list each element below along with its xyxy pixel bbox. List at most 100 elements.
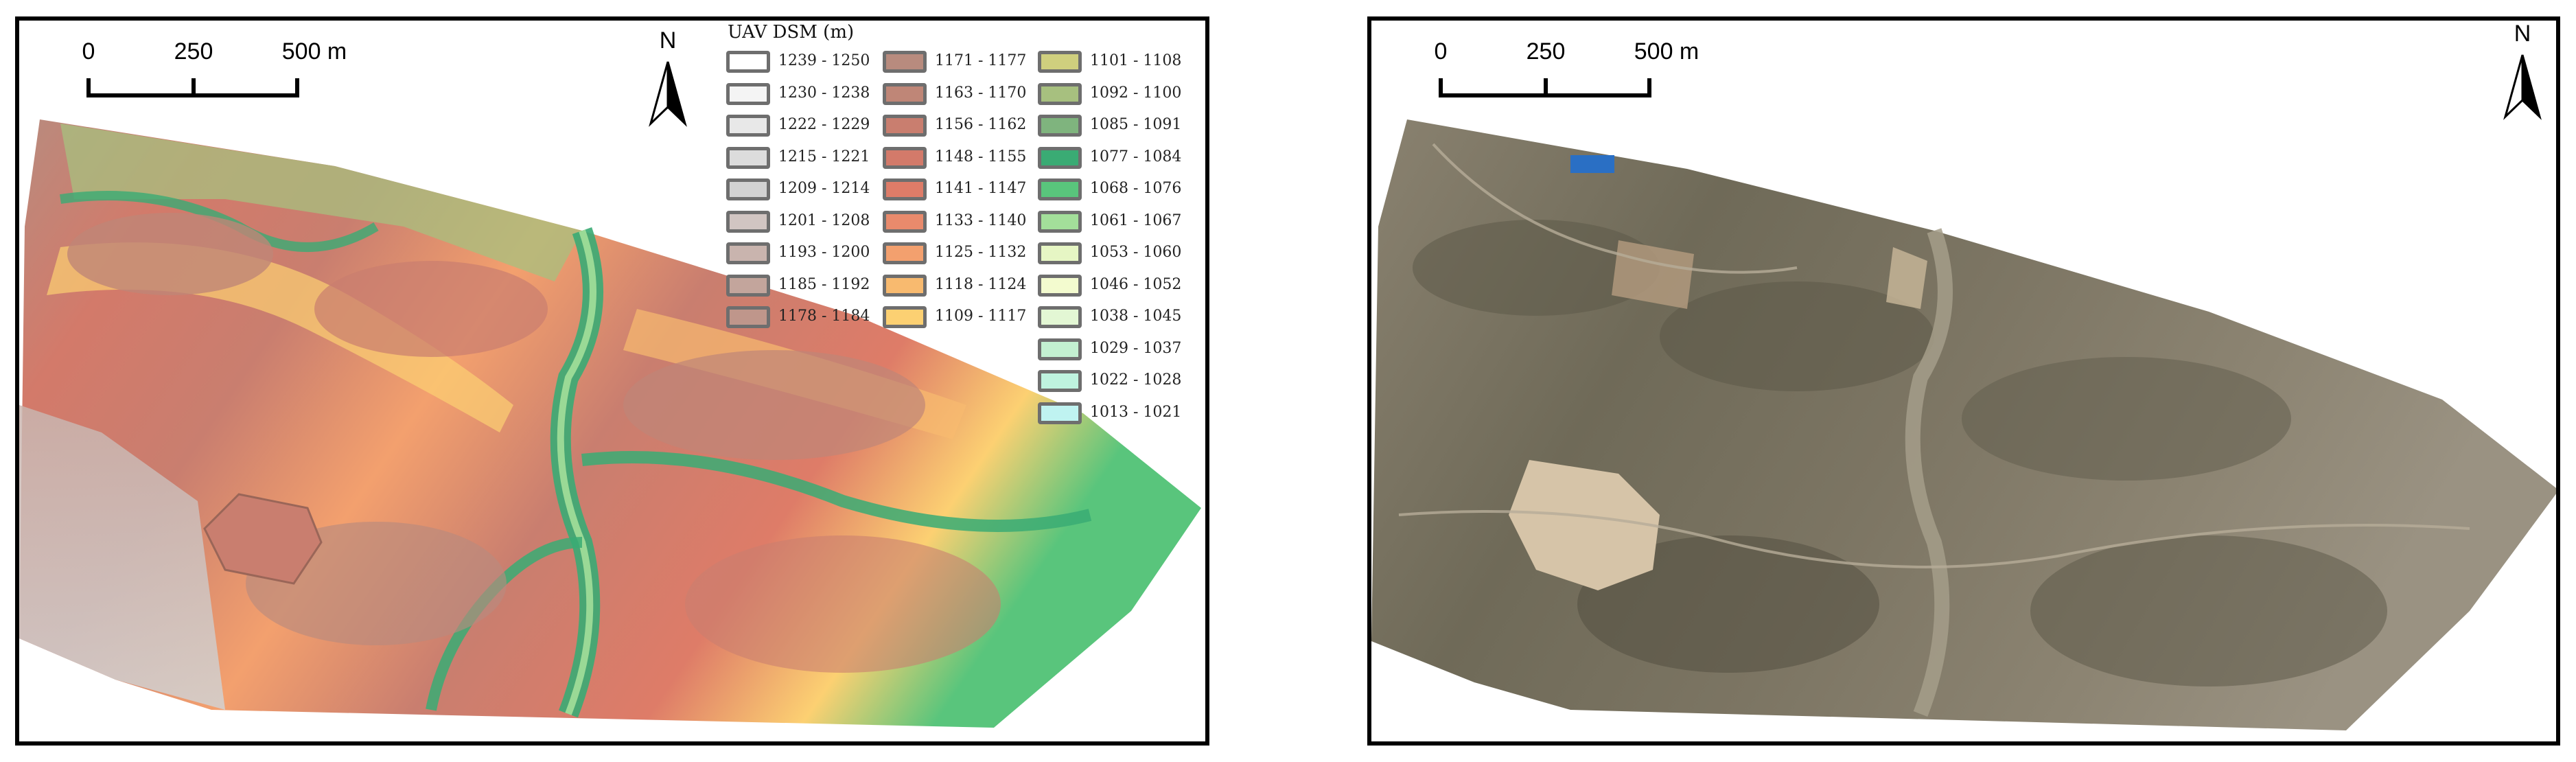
- legend-item: 1101 - 1108: [1038, 49, 1196, 76]
- legend-label: 1022 - 1028: [1090, 371, 1182, 389]
- legend-item: 1013 - 1021: [1038, 401, 1196, 427]
- legend-label: 1222 - 1229: [778, 116, 870, 133]
- legend-item: 1046 - 1052: [1038, 273, 1196, 299]
- north-arrow: N: [644, 27, 692, 130]
- north-arrow: N: [2498, 21, 2546, 124]
- legend-label: 1125 - 1132: [935, 244, 1027, 261]
- orthophoto-map: [1371, 119, 2556, 730]
- legend-item: 1068 - 1076: [1038, 177, 1196, 203]
- legend-swatch: [1038, 82, 1082, 105]
- legend-label: 1215 - 1221: [778, 148, 870, 165]
- scale-tick: [1439, 78, 1443, 97]
- flat-platform: [203, 493, 323, 585]
- scale-label-500: 500 m: [1634, 38, 1699, 65]
- legend-swatch: [726, 146, 770, 169]
- legend-label: 1163 - 1170: [935, 84, 1027, 102]
- legend-item: 1125 - 1132: [883, 241, 1041, 267]
- scale-tick: [1544, 78, 1548, 97]
- legend-swatch: [726, 178, 770, 200]
- legend-label: 1101 - 1108: [1090, 52, 1182, 69]
- legend-label: 1061 - 1067: [1090, 211, 1182, 229]
- legend-swatch: [726, 82, 770, 105]
- north-arrow-icon: [649, 61, 687, 127]
- dsm-map-panel: 0 250 500 m N UAV DSM (m) 1239 - 1250 123…: [15, 16, 1209, 746]
- legend-item: 1029 - 1037: [1038, 337, 1196, 363]
- legend-item: 1215 - 1221: [726, 146, 884, 172]
- legend-label: 1068 - 1076: [1090, 180, 1182, 197]
- legend-label: 1201 - 1208: [778, 211, 870, 229]
- legend-item: 1163 - 1170: [883, 82, 1041, 108]
- legend-item: 1061 - 1067: [1038, 209, 1196, 235]
- legend-label: 1171 - 1177: [935, 52, 1027, 69]
- blue-roof-building: [1570, 155, 1614, 173]
- legend-label: 1092 - 1100: [1090, 84, 1182, 102]
- legend-item: 1109 - 1117: [883, 305, 1041, 331]
- legend-swatch: [883, 115, 927, 137]
- legend-item: 1222 - 1229: [726, 113, 884, 139]
- legend-swatch: [1038, 146, 1082, 169]
- legend-swatch: [883, 210, 927, 233]
- legend-swatch: [1038, 242, 1082, 264]
- legend-item: 1053 - 1060: [1038, 241, 1196, 267]
- legend-item: 1022 - 1028: [1038, 369, 1196, 395]
- legend-swatch: [1038, 210, 1082, 233]
- legend-item: 1148 - 1155: [883, 146, 1041, 172]
- legend-item: 1077 - 1084: [1038, 146, 1196, 172]
- legend-item: 1171 - 1177: [883, 49, 1041, 76]
- legend-item: 1239 - 1250: [726, 49, 884, 76]
- legend-swatch: [883, 82, 927, 105]
- scale-label-0: 0: [82, 38, 95, 65]
- legend-swatch: [883, 274, 927, 297]
- quarry-area: [1509, 460, 1660, 590]
- scale-tick: [192, 78, 196, 97]
- legend-swatch: [1038, 178, 1082, 200]
- legend-label: 1185 - 1192: [778, 275, 870, 293]
- scale-tick: [295, 78, 299, 97]
- legend-swatch: [883, 146, 927, 169]
- legend-item: 1118 - 1124: [883, 273, 1041, 299]
- legend-swatch: [883, 51, 927, 73]
- legend-item: 1178 - 1184: [726, 305, 884, 331]
- legend-item: 1185 - 1192: [726, 273, 884, 299]
- legend-item: 1038 - 1045: [1038, 305, 1196, 331]
- orthophoto-map-panel: 0 250 500 m N: [1367, 16, 2560, 746]
- north-label: N: [659, 27, 677, 54]
- legend-label: 1109 - 1117: [935, 308, 1027, 325]
- legend-swatch: [726, 115, 770, 137]
- legend-label: 1239 - 1250: [778, 52, 870, 69]
- legend-label: 1193 - 1200: [778, 244, 870, 261]
- legend-item: 1209 - 1214: [726, 177, 884, 203]
- legend-swatch: [883, 178, 927, 200]
- scale-label-250: 250: [174, 38, 213, 65]
- legend-label: 1156 - 1162: [935, 116, 1027, 133]
- legend-swatch: [726, 210, 770, 233]
- scale-label-0: 0: [1434, 38, 1448, 65]
- legend-label: 1053 - 1060: [1090, 244, 1182, 261]
- legend-item: 1133 - 1140: [883, 209, 1041, 235]
- legend-item: 1092 - 1100: [1038, 82, 1196, 108]
- legend-item: 1201 - 1208: [726, 209, 884, 235]
- legend-swatch: [1038, 370, 1082, 392]
- legend-swatch: [726, 306, 770, 328]
- legend-swatch: [726, 51, 770, 73]
- legend-label: 1077 - 1084: [1090, 148, 1182, 165]
- legend-label: 1230 - 1238: [778, 84, 870, 102]
- north-arrow-icon: [2503, 54, 2542, 120]
- legend-swatch: [1038, 306, 1082, 328]
- legend-label: 1013 - 1021: [1090, 403, 1182, 421]
- scale-bar: 0 250 500 m: [1419, 38, 1708, 100]
- legend-item: 1156 - 1162: [883, 113, 1041, 139]
- legend-swatch: [1038, 338, 1082, 360]
- legend-swatch: [726, 274, 770, 297]
- legend-swatch: [1038, 402, 1082, 424]
- legend-swatch: [1038, 51, 1082, 73]
- north-label: N: [2514, 21, 2531, 47]
- legend-swatch: [1038, 115, 1082, 137]
- scale-label-500: 500 m: [281, 38, 347, 65]
- legend-label: 1085 - 1091: [1090, 116, 1182, 133]
- legend-label: 1038 - 1045: [1090, 308, 1182, 325]
- scale-tick: [86, 78, 91, 97]
- dsm-legend: UAV DSM (m) 1239 - 1250 1230 - 1238 1222 -…: [726, 21, 1205, 446]
- dsm-map: [19, 119, 1201, 728]
- legend-label: 1029 - 1037: [1090, 339, 1182, 357]
